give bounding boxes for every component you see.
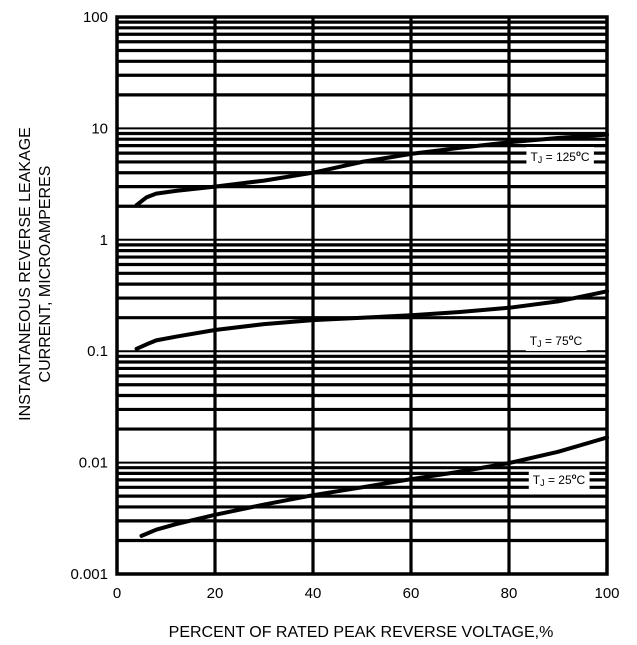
label-part: = 75 bbox=[542, 334, 569, 348]
y-tick-label: 0.01 bbox=[79, 455, 108, 472]
series-label-bg bbox=[525, 331, 587, 351]
label-part: = 25 bbox=[545, 473, 572, 487]
series-curve-2 bbox=[139, 435, 609, 538]
label-part: T bbox=[530, 334, 538, 348]
series-label-text: TJ = 75oC bbox=[530, 333, 583, 349]
series-label-2: TJ = 25oC bbox=[528, 470, 590, 490]
x-tick-label: 0 bbox=[113, 585, 121, 602]
series-label-1: TJ = 75oC bbox=[525, 331, 587, 351]
x-axis-label: PERCENT OF RATED PEAK REVERSE VOLTAGE,% bbox=[169, 624, 554, 641]
y-tick-label: 0.001 bbox=[70, 566, 108, 583]
x-tick-label: 80 bbox=[501, 585, 518, 602]
series-curve-0 bbox=[134, 132, 609, 208]
plot-frame bbox=[115, 15, 609, 576]
x-tick-label: 40 bbox=[305, 585, 322, 602]
x-tick-label: 60 bbox=[403, 585, 420, 602]
label-part: C bbox=[574, 334, 583, 348]
label-part: = 125 bbox=[542, 150, 576, 164]
series-curves bbox=[134, 132, 609, 538]
y-axis-label-line-1: INSTANTANEOUS REVERSE LEAKAGE bbox=[17, 127, 34, 421]
label-part: T bbox=[530, 150, 538, 164]
y-axis-label-line-2: CURRENT, MICROAMPERES bbox=[37, 166, 54, 383]
label-part: o bbox=[569, 333, 574, 342]
x-tick-label: 100 bbox=[594, 585, 619, 602]
label-part: J bbox=[537, 339, 542, 349]
series-label-bg bbox=[526, 147, 594, 167]
y-tick-label: 10 bbox=[91, 120, 108, 137]
series-label-text: TJ = 25oC bbox=[533, 472, 586, 488]
label-part: J bbox=[538, 155, 543, 165]
y-tick-label: 100 bbox=[83, 9, 108, 26]
label-part: o bbox=[572, 472, 577, 481]
series-label-text: TJ = 125oC bbox=[530, 149, 589, 165]
label-part: C bbox=[577, 473, 586, 487]
series-curve-1 bbox=[134, 289, 609, 351]
label-part: C bbox=[581, 150, 590, 164]
series-label-0: TJ = 125oC bbox=[526, 147, 594, 167]
y-tick-labels: 0.001 0.01 0.1 1 10 100 bbox=[70, 9, 108, 583]
y-tick-label: 1 bbox=[100, 232, 108, 249]
label-part: T bbox=[533, 473, 541, 487]
x-tick-label: 20 bbox=[207, 585, 224, 602]
grid bbox=[115, 15, 609, 576]
series-label-bg bbox=[528, 470, 590, 490]
y-tick-label: 0.1 bbox=[87, 343, 108, 360]
y-axis-label: INSTANTANEOUS REVERSE LEAKAGE CURRENT, M… bbox=[17, 127, 54, 421]
label-part: o bbox=[576, 149, 581, 158]
label-part: J bbox=[540, 478, 545, 488]
x-tick-labels: 0 20 40 60 80 100 bbox=[113, 585, 620, 602]
